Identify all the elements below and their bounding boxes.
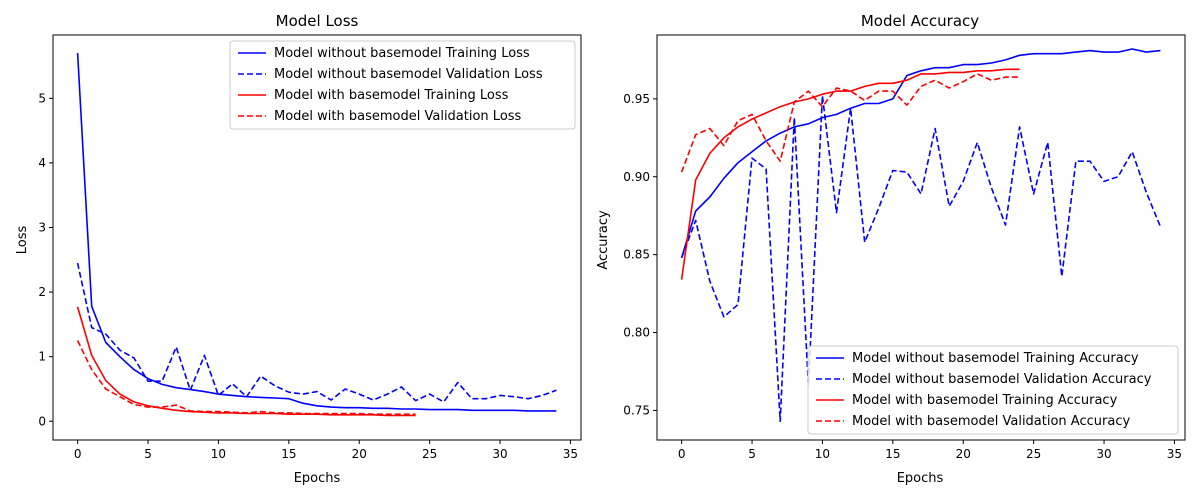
accuracy-chart-x-tick-label: 25 [1026, 447, 1041, 461]
loss-chart-ticks: 0 5 10 15 20 25 30 35 0 1 2 3 4 5 [38, 91, 578, 461]
accuracy-chart-series-line-2 [680, 95, 1162, 423]
loss-chart-series-line-1 [76, 53, 557, 412]
loss-chart-series-line-2 [76, 262, 557, 403]
loss-chart-legend-label-2: Model without basemodel Validation Loss [274, 67, 543, 82]
accuracy-chart-y-tick-label: 0.80 [623, 326, 650, 340]
loss-chart-x-tick-label: 35 [563, 447, 578, 461]
accuracy-chart-x-tick-label: 15 [885, 447, 900, 461]
accuracy-chart-x-tick-label: 0 [678, 447, 686, 461]
loss-chart-y-tick-label: 2 [38, 285, 46, 299]
loss-chart-y-tick-label: 0 [38, 414, 46, 428]
loss-chart-x-tick-label: 30 [492, 447, 507, 461]
accuracy-chart-legend-box [807, 345, 1179, 435]
accuracy-chart-x-tick-label: 10 [815, 447, 830, 461]
loss-chart-legend-box [229, 40, 576, 130]
loss-chart-y-tick-label: 4 [38, 156, 46, 170]
accuracy-chart-y-axis-label: Accuracy [596, 210, 611, 270]
loss-chart-y-tick-label: 5 [38, 91, 46, 105]
accuracy-chart-legend-label-2: Model without basemodel Validation Accur… [852, 372, 1152, 387]
accuracy-chart-series-line-3 [680, 68, 1020, 280]
loss-chart-legend: Model without basemodel Training Loss Mod… [229, 40, 576, 130]
accuracy-chart-panel: Model Accuracy Epochs Accuracy 0 5 10 15 20 2… [596, 12, 1186, 486]
accuracy-chart-legend-label-1: Model without basemodel Training Accurac… [852, 351, 1139, 366]
accuracy-chart-x-tick-label: 30 [1096, 447, 1111, 461]
accuracy-chart-x-axis-label: Epochs [897, 471, 944, 486]
accuracy-chart-legend-label-4: Model with basemodel Validation Accuracy [852, 414, 1130, 429]
accuracy-chart-y-tick-label: 0.75 [623, 403, 650, 417]
loss-chart-x-tick-label: 25 [422, 447, 437, 461]
loss-chart-x-axis-label: Epochs [294, 471, 341, 486]
accuracy-chart-y-tick-label: 0.85 [623, 248, 650, 262]
accuracy-chart-axes-frame [656, 34, 1186, 441]
loss-chart-axes-frame [52, 34, 582, 441]
loss-chart-x-tick-label: 20 [352, 447, 367, 461]
loss-chart-legend-label-4: Model with basemodel Validation Loss [274, 109, 522, 124]
accuracy-chart-legend-label-3: Model with basemodel Training Accuracy [852, 393, 1118, 408]
accuracy-chart-x-tick-label: 5 [748, 447, 756, 461]
accuracy-chart-series [680, 48, 1162, 423]
accuracy-chart-series-line-1 [680, 48, 1161, 259]
loss-chart-legend-label-3: Model with basemodel Training Loss [274, 88, 509, 103]
loss-chart-legend-label-1: Model without basemodel Training Loss [274, 46, 530, 61]
accuracy-chart-x-tick-label: 35 [1167, 447, 1182, 461]
accuracy-chart-x-tick-label: 20 [956, 447, 971, 461]
loss-chart-panel: Model Loss Epochs Loss 0 5 10 15 20 25 30 35012… [15, 12, 582, 486]
accuracy-chart-series-line-4 [680, 73, 1020, 173]
loss-chart-series [76, 53, 557, 417]
loss-chart-series-line-3 [76, 306, 416, 417]
loss-chart-y-axis-label: Loss [15, 226, 30, 255]
loss-chart-title: Model Loss [276, 12, 359, 30]
loss-chart-y-tick-label: 3 [38, 220, 46, 234]
accuracy-chart-legend: Model without basemodel Training Accurac… [807, 345, 1179, 435]
loss-chart-x-tick-label: 15 [281, 447, 296, 461]
accuracy-chart-y-tick-label: 0.95 [623, 92, 650, 106]
loss-chart-series-line-4 [76, 340, 416, 416]
loss-chart-x-tick-label: 5 [144, 447, 152, 461]
accuracy-chart-title: Model Accuracy [861, 12, 979, 30]
accuracy-chart-y-tick-label: 0.90 [623, 170, 650, 184]
loss-chart-x-tick-label: 0 [74, 447, 82, 461]
loss-chart-y-tick-label: 1 [38, 350, 46, 364]
loss-chart-x-tick-label: 10 [211, 447, 226, 461]
accuracy-chart-ticks: 0 5 10 15 20 25 30 35 0.75 0.80 0.85 0.90 0.95 [623, 92, 1182, 461]
